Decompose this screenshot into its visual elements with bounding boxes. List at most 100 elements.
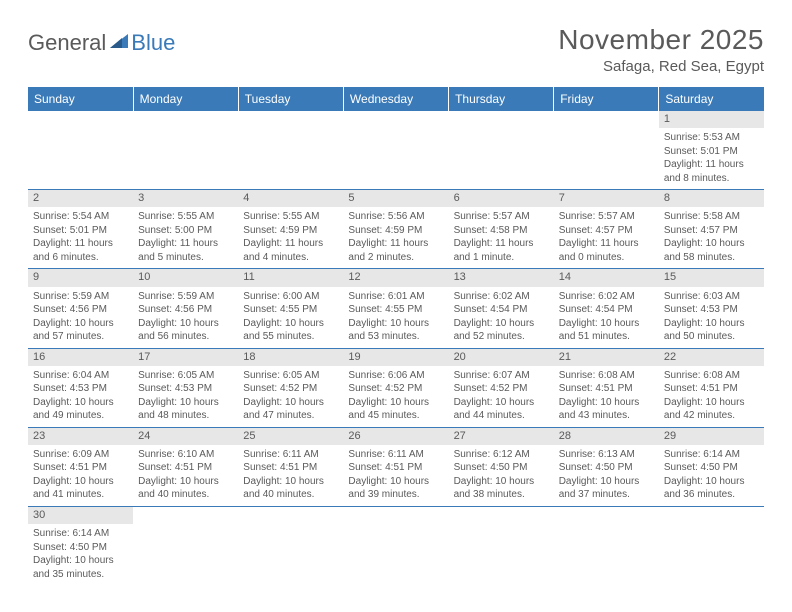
- daylight-text: Daylight: 10 hours and 40 minutes.: [243, 475, 338, 502]
- daylight-text: Daylight: 10 hours and 55 minutes.: [243, 317, 338, 344]
- sunrise-text: Sunrise: 6:07 AM: [454, 369, 549, 383]
- calendar-cell: [343, 111, 448, 190]
- sunset-text: Sunset: 4:50 PM: [559, 461, 654, 475]
- calendar-cell: 23Sunrise: 6:09 AMSunset: 4:51 PMDayligh…: [28, 427, 133, 506]
- calendar-cell: 14Sunrise: 6:02 AMSunset: 4:54 PMDayligh…: [554, 269, 659, 348]
- calendar-cell: 22Sunrise: 6:08 AMSunset: 4:51 PMDayligh…: [659, 348, 764, 427]
- sunrise-text: Sunrise: 6:05 AM: [243, 369, 338, 383]
- day-content: Sunrise: 6:14 AMSunset: 4:50 PMDaylight:…: [659, 445, 764, 506]
- sunrise-text: Sunrise: 5:59 AM: [138, 290, 233, 304]
- sunset-text: Sunset: 4:51 PM: [559, 382, 654, 396]
- sunset-text: Sunset: 4:56 PM: [138, 303, 233, 317]
- daylight-text: Daylight: 10 hours and 47 minutes.: [243, 396, 338, 423]
- day-content: Sunrise: 5:56 AMSunset: 4:59 PMDaylight:…: [343, 207, 448, 268]
- day-number: 13: [449, 269, 554, 286]
- calendar-cell: 3Sunrise: 5:55 AMSunset: 5:00 PMDaylight…: [133, 190, 238, 269]
- sunset-text: Sunset: 5:01 PM: [33, 224, 128, 238]
- day-content: Sunrise: 6:07 AMSunset: 4:52 PMDaylight:…: [449, 366, 554, 427]
- sunset-text: Sunset: 4:54 PM: [454, 303, 549, 317]
- sunset-text: Sunset: 4:51 PM: [664, 382, 759, 396]
- calendar-cell: [554, 111, 659, 190]
- daylight-text: Daylight: 10 hours and 37 minutes.: [559, 475, 654, 502]
- day-number: 29: [659, 428, 764, 445]
- sunrise-text: Sunrise: 6:11 AM: [348, 448, 443, 462]
- sunrise-text: Sunrise: 6:11 AM: [243, 448, 338, 462]
- calendar-row: 9Sunrise: 5:59 AMSunset: 4:56 PMDaylight…: [28, 269, 764, 348]
- logo-text-2: Blue: [131, 30, 175, 56]
- calendar-cell: 9Sunrise: 5:59 AMSunset: 4:56 PMDaylight…: [28, 269, 133, 348]
- day-number: [449, 507, 554, 511]
- calendar-cell: [449, 506, 554, 585]
- sunset-text: Sunset: 4:57 PM: [559, 224, 654, 238]
- sunset-text: Sunset: 4:52 PM: [243, 382, 338, 396]
- calendar-cell: 4Sunrise: 5:55 AMSunset: 4:59 PMDaylight…: [238, 190, 343, 269]
- daylight-text: Daylight: 10 hours and 50 minutes.: [664, 317, 759, 344]
- calendar-cell: 11Sunrise: 6:00 AMSunset: 4:55 PMDayligh…: [238, 269, 343, 348]
- day-number: 3: [133, 190, 238, 207]
- calendar-cell: [449, 111, 554, 190]
- day-content: Sunrise: 6:06 AMSunset: 4:52 PMDaylight:…: [343, 366, 448, 427]
- day-content: Sunrise: 5:57 AMSunset: 4:57 PMDaylight:…: [554, 207, 659, 268]
- day-content: Sunrise: 6:13 AMSunset: 4:50 PMDaylight:…: [554, 445, 659, 506]
- day-content: Sunrise: 5:58 AMSunset: 4:57 PMDaylight:…: [659, 207, 764, 268]
- day-number: [133, 507, 238, 511]
- sunrise-text: Sunrise: 6:01 AM: [348, 290, 443, 304]
- calendar-row: 16Sunrise: 6:04 AMSunset: 4:53 PMDayligh…: [28, 348, 764, 427]
- calendar-cell: 6Sunrise: 5:57 AMSunset: 4:58 PMDaylight…: [449, 190, 554, 269]
- sunrise-text: Sunrise: 5:57 AM: [454, 210, 549, 224]
- header: General Blue November 2025 Safaga, Red S…: [28, 24, 764, 75]
- day-number: [554, 111, 659, 115]
- day-number: 9: [28, 269, 133, 286]
- weekday-header: Saturday: [659, 87, 764, 111]
- sunset-text: Sunset: 4:52 PM: [348, 382, 443, 396]
- day-content: Sunrise: 6:05 AMSunset: 4:52 PMDaylight:…: [238, 366, 343, 427]
- calendar-cell: [133, 506, 238, 585]
- day-number: [343, 507, 448, 511]
- daylight-text: Daylight: 10 hours and 42 minutes.: [664, 396, 759, 423]
- daylight-text: Daylight: 11 hours and 4 minutes.: [243, 237, 338, 264]
- day-content: Sunrise: 6:01 AMSunset: 4:55 PMDaylight:…: [343, 287, 448, 348]
- daylight-text: Daylight: 10 hours and 53 minutes.: [348, 317, 443, 344]
- day-content: Sunrise: 6:00 AMSunset: 4:55 PMDaylight:…: [238, 287, 343, 348]
- daylight-text: Daylight: 11 hours and 2 minutes.: [348, 237, 443, 264]
- sunset-text: Sunset: 4:54 PM: [559, 303, 654, 317]
- calendar-cell: 21Sunrise: 6:08 AMSunset: 4:51 PMDayligh…: [554, 348, 659, 427]
- daylight-text: Daylight: 10 hours and 43 minutes.: [559, 396, 654, 423]
- day-number: 7: [554, 190, 659, 207]
- day-number: 20: [449, 349, 554, 366]
- day-number: 26: [343, 428, 448, 445]
- day-content: Sunrise: 6:10 AMSunset: 4:51 PMDaylight:…: [133, 445, 238, 506]
- calendar-body: 1Sunrise: 5:53 AMSunset: 5:01 PMDaylight…: [28, 111, 764, 585]
- daylight-text: Daylight: 11 hours and 5 minutes.: [138, 237, 233, 264]
- sunrise-text: Sunrise: 6:10 AM: [138, 448, 233, 462]
- day-number: 19: [343, 349, 448, 366]
- sunset-text: Sunset: 4:56 PM: [33, 303, 128, 317]
- day-number: 11: [238, 269, 343, 286]
- calendar-cell: 15Sunrise: 6:03 AMSunset: 4:53 PMDayligh…: [659, 269, 764, 348]
- calendar-cell: 24Sunrise: 6:10 AMSunset: 4:51 PMDayligh…: [133, 427, 238, 506]
- calendar-cell: 28Sunrise: 6:13 AMSunset: 4:50 PMDayligh…: [554, 427, 659, 506]
- sunrise-text: Sunrise: 6:05 AM: [138, 369, 233, 383]
- daylight-text: Daylight: 10 hours and 57 minutes.: [33, 317, 128, 344]
- weekday-header-row: Sunday Monday Tuesday Wednesday Thursday…: [28, 87, 764, 111]
- day-number: [659, 507, 764, 511]
- daylight-text: Daylight: 10 hours and 38 minutes.: [454, 475, 549, 502]
- sunset-text: Sunset: 4:52 PM: [454, 382, 549, 396]
- day-content: Sunrise: 5:53 AMSunset: 5:01 PMDaylight:…: [659, 128, 764, 189]
- daylight-text: Daylight: 11 hours and 8 minutes.: [664, 158, 759, 185]
- sunrise-text: Sunrise: 6:08 AM: [664, 369, 759, 383]
- sunrise-text: Sunrise: 6:08 AM: [559, 369, 654, 383]
- day-number: 2: [28, 190, 133, 207]
- daylight-text: Daylight: 10 hours and 52 minutes.: [454, 317, 549, 344]
- day-content: Sunrise: 6:02 AMSunset: 4:54 PMDaylight:…: [449, 287, 554, 348]
- calendar-table: Sunday Monday Tuesday Wednesday Thursday…: [28, 87, 764, 585]
- sunset-text: Sunset: 4:59 PM: [243, 224, 338, 238]
- day-number: 16: [28, 349, 133, 366]
- sunrise-text: Sunrise: 5:57 AM: [559, 210, 654, 224]
- calendar-cell: 2Sunrise: 5:54 AMSunset: 5:01 PMDaylight…: [28, 190, 133, 269]
- daylight-text: Daylight: 10 hours and 45 minutes.: [348, 396, 443, 423]
- day-content: Sunrise: 5:59 AMSunset: 4:56 PMDaylight:…: [133, 287, 238, 348]
- sunset-text: Sunset: 4:53 PM: [664, 303, 759, 317]
- calendar-cell: 27Sunrise: 6:12 AMSunset: 4:50 PMDayligh…: [449, 427, 554, 506]
- day-content: Sunrise: 6:08 AMSunset: 4:51 PMDaylight:…: [659, 366, 764, 427]
